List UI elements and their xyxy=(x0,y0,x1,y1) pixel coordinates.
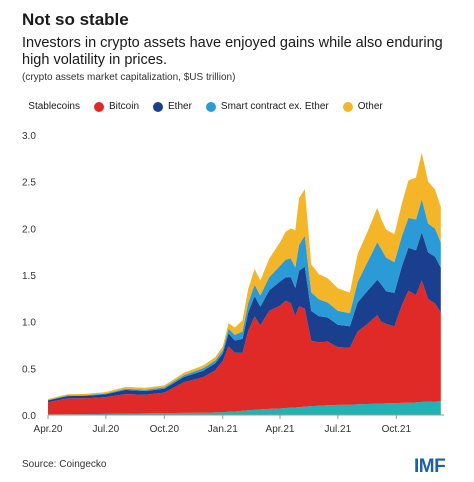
legend: Stablecoins Bitcoin Ether Smart contract… xyxy=(22,101,397,112)
y-tick-label: 2.0 xyxy=(22,224,36,235)
legend-item-smart-contract: Smart contract ex. Ether xyxy=(205,101,329,112)
legend-swatch-smart-contract xyxy=(205,101,216,112)
x-tick-label: Apr.21 xyxy=(266,424,295,435)
units-note: (crypto assets market capitalization, $U… xyxy=(22,72,236,83)
chart-subtitle: Investors in crypto assets have enjoyed … xyxy=(22,35,443,68)
y-tick-label: 2.5 xyxy=(22,178,36,189)
area-chart: 0.0 0.5 1.0 1.5 2.0 2.5 3.0 Apr.20 Jul.20 Oct.20 J… xyxy=(22,131,444,435)
y-tick-label: 1.5 xyxy=(22,271,36,282)
y-tick-label: 0.0 xyxy=(22,411,36,422)
area-series-stablecoins xyxy=(48,401,441,415)
x-tick-label: Oct.20 xyxy=(150,424,180,435)
x-tick-label: Jul.20 xyxy=(92,424,119,435)
x-tick-label: Jan.21 xyxy=(208,424,238,435)
chart-title: Not so stable xyxy=(22,10,129,29)
area-series-ether xyxy=(48,232,441,403)
legend-item-bitcoin: Bitcoin xyxy=(94,101,139,112)
legend-swatch-other xyxy=(342,101,353,112)
area-series-bitcoin xyxy=(48,280,441,415)
legend-item-stablecoins: Stablecoins xyxy=(22,101,80,112)
legend-label-other: Other xyxy=(357,101,383,112)
legend-label-stablecoins: Stablecoins xyxy=(28,101,80,112)
x-tick-label: Oct.21 xyxy=(382,424,412,435)
legend-label-smart-contract: Smart contract ex. Ether xyxy=(220,101,329,112)
source-note: Source: Coingecko xyxy=(22,459,107,470)
x-tick-label: Jul.21 xyxy=(325,424,352,435)
legend-item-ether: Ether xyxy=(153,101,192,112)
y-tick-label: 1.0 xyxy=(22,318,36,329)
legend-swatch-bitcoin xyxy=(94,101,104,112)
legend-swatch-ether xyxy=(153,101,164,112)
imf-logo: IMF xyxy=(414,456,446,477)
legend-label-bitcoin: Bitcoin xyxy=(109,101,140,112)
y-tick-label: 0.5 xyxy=(22,364,36,375)
legend-item-other: Other xyxy=(342,101,383,112)
y-tick-label: 3.0 xyxy=(22,131,36,142)
x-tick-label: Apr.20 xyxy=(34,424,63,435)
legend-label-ether: Ether xyxy=(168,101,192,112)
